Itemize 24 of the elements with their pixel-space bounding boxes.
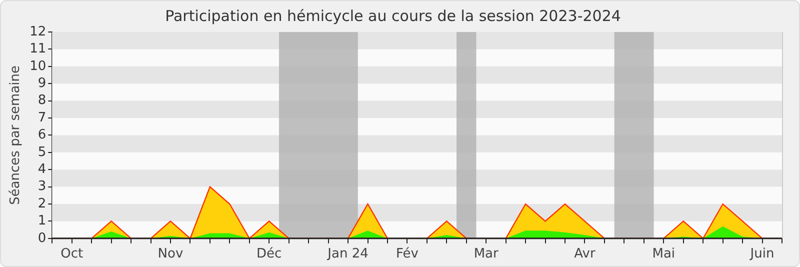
x-tick-label: Oct xyxy=(60,246,84,262)
y-tick-label: 11 xyxy=(30,42,46,57)
y-tick-label: 2 xyxy=(38,196,46,212)
y-tick-label: 0 xyxy=(38,230,46,246)
y-tick-label: 9 xyxy=(38,76,46,91)
x-tick-label: Fév xyxy=(396,246,419,262)
y-tick-label: 5 xyxy=(38,144,46,160)
y-tick-label: 12 xyxy=(30,24,46,40)
y-tick-label: 1 xyxy=(38,214,46,229)
chart-title: Participation en hémicycle au cours de la session 2023-2024 xyxy=(165,6,621,25)
y-tick-label: 3 xyxy=(38,179,46,194)
y-axis-title: Séances par semaine xyxy=(8,65,24,205)
y-tick-label: 7 xyxy=(38,110,46,126)
x-tick-label: Avr xyxy=(574,246,596,262)
x-tick-label: Jan 24 xyxy=(326,246,368,262)
x-tick-label: Juin xyxy=(749,246,774,262)
y-tick-label: 10 xyxy=(30,58,46,74)
x-tick-label: Mai xyxy=(652,246,676,262)
x-tick-label: Nov xyxy=(158,246,184,262)
y-tick-label: 8 xyxy=(38,93,46,108)
y-tick-label: 4 xyxy=(38,162,46,177)
x-tick-label: Déc xyxy=(256,246,282,262)
x-tick-label: Mar xyxy=(474,246,500,262)
y-tick-label: 6 xyxy=(38,128,46,143)
